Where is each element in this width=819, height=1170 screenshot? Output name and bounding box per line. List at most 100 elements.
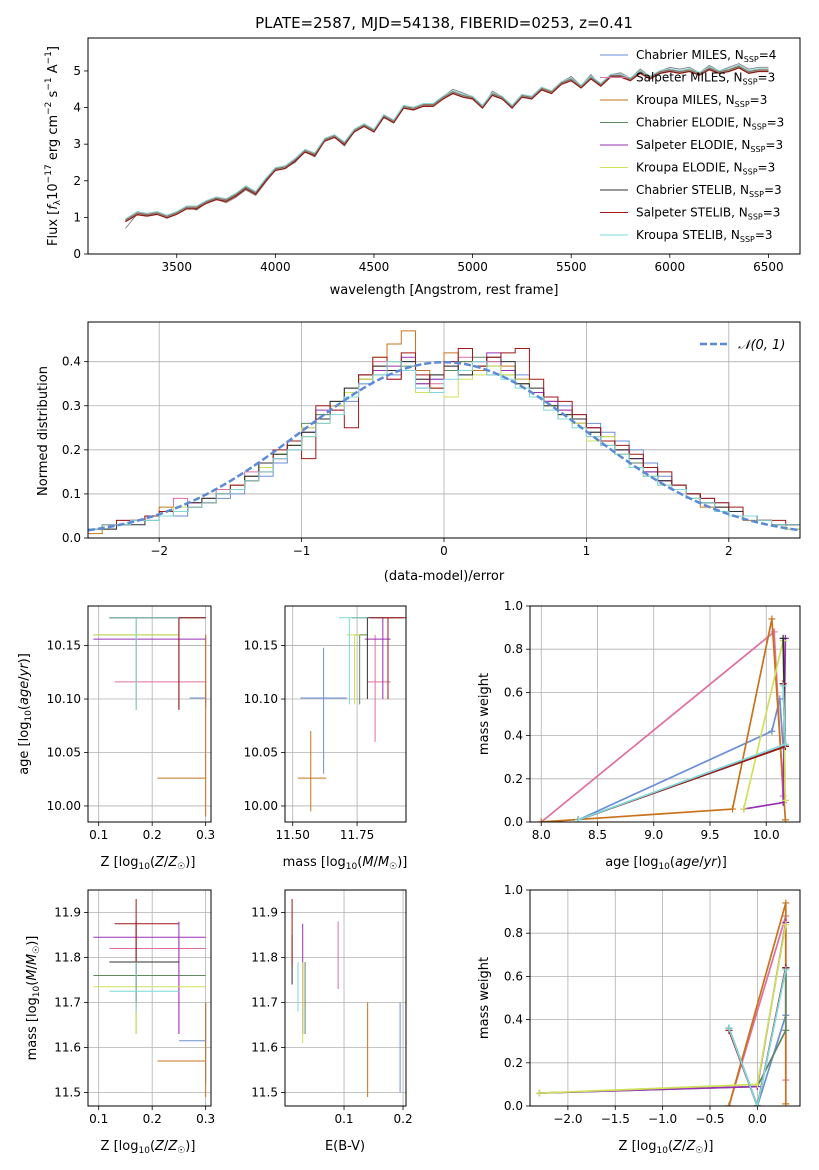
p6-ylabel: mass [log10(M/M☉)]: [25, 936, 42, 1061]
svg-text:Z [log10(Z/Z☉)]: Z [log10(Z/Z☉)]: [619, 1139, 714, 1156]
plot-area: [537, 615, 789, 822]
panel-frame: [87, 889, 212, 1107]
tick-label-x: −2.0: [553, 1112, 582, 1126]
tick-label-x: −1.0: [648, 1112, 677, 1126]
tick-label-y: 1.0: [504, 599, 523, 613]
weight-marker: [753, 1102, 761, 1106]
tick-label-x: 2: [725, 544, 733, 558]
svg-text:Z [log10(Z/Z☉)]: Z [log10(Z/Z☉)]: [101, 855, 196, 872]
panel-3: 11.50 11.75 10.00 10.05 10.10 10.15: [244, 605, 407, 842]
tick-label-y: 0.2: [504, 1056, 523, 1070]
p8-ylabel: mass weight: [477, 957, 492, 1039]
tick-label-y: 10.00: [47, 799, 81, 813]
tick-label-x: 0.1: [334, 1112, 353, 1126]
tick-label-y: 0.0: [504, 1099, 523, 1113]
weight-marker: [782, 1100, 790, 1106]
tick-label-y: 10.15: [244, 639, 278, 653]
tick-label-y: 10.05: [244, 745, 278, 759]
tick-label-y: 0.8: [504, 926, 523, 940]
legend-label: Chabrier ELODIE, NSSP=3: [636, 116, 784, 132]
plot-area: [291, 899, 401, 1097]
weight-marker: [753, 1080, 761, 1088]
chart-title: PLATE=2587, MJD=54138, FIBERID=0253, z=0…: [255, 14, 633, 32]
hist-xlabel: (data-model)/error: [384, 569, 505, 584]
panel-frame: [87, 321, 801, 539]
tick-label-x: 11.50: [276, 828, 310, 842]
plot-area: [93, 899, 207, 1097]
p7-xlabel: E(B-V): [325, 1139, 365, 1154]
tick-label-y: 0.4: [62, 355, 81, 369]
tick-label-x: 4000: [260, 260, 291, 274]
weight-marker: [770, 628, 778, 636]
tick-label-y: 1.0: [504, 883, 523, 897]
tick-label-y: 0.4: [504, 1013, 523, 1027]
plot-area: [93, 617, 207, 817]
tick-label-x: 10.0: [753, 828, 780, 842]
weight-marker: [537, 818, 545, 822]
tick-label-y: 11.6: [54, 1041, 81, 1055]
panel-4: 8.0 8.5 9.0 9.5 10.0 0.0 0.2 0.4 0.6 0.8 1.0: [504, 599, 801, 842]
tick-label-y: 4: [73, 101, 81, 115]
panel-frame: [87, 605, 212, 823]
svg-text:Flux [fλ10−17 erg cm−2 s−1 A−1: Flux [fλ10−17 erg cm−2 s−1 A−1]: [44, 46, 63, 246]
tick-label-y: 11.9: [251, 906, 278, 920]
tick-label-x: 0.3: [196, 1112, 215, 1126]
panel-6: 0.1 0.2 11.5 11.6 11.7 11.8 11.9: [251, 889, 413, 1126]
tick-label-y: 11.7: [251, 996, 278, 1010]
tick-label-y: 1: [73, 210, 81, 224]
tick-label-x: −1.5: [601, 1112, 630, 1126]
panel-5: 0.1 0.2 0.3 11.5 11.6 11.7 11.8 11.9: [54, 889, 215, 1126]
tick-label-y: 0: [73, 247, 81, 261]
weight-marker: [781, 740, 789, 748]
tick-label-y: 0.2: [62, 443, 81, 457]
spectrum-ylabel: Flux [fλ10−17 erg cm−2 s−1 A−1]: [44, 46, 63, 246]
weight-marker: [782, 966, 790, 974]
tick-label-y: 2: [73, 174, 81, 188]
svg-text:mass [log10(M/M☉)]: mass [log10(M/M☉)]: [25, 936, 42, 1061]
tick-label-x: 4500: [359, 260, 390, 274]
weight-marker: [768, 615, 776, 623]
tick-label-x: 0.0: [748, 1112, 767, 1126]
panel-frame: [529, 605, 801, 823]
tick-label-y: 10.15: [47, 639, 81, 653]
legend-label: Chabrier STELIB, NSSP=3: [636, 183, 782, 199]
tick-label-y: 11.8: [54, 951, 81, 965]
legend-label: Salpeter MILES, NSSP=3: [636, 71, 775, 87]
tick-label-y: 11.9: [54, 906, 81, 920]
weight-line: [541, 618, 787, 822]
legend-label: Kroupa ELODIE, NSSP=3: [636, 161, 775, 177]
panel-2: 0.1 0.2 0.3 10.00 10.05 10.10 10.15: [47, 605, 215, 842]
tick-label-x: 0.2: [143, 1112, 162, 1126]
tick-label-y: 0.2: [504, 772, 523, 786]
p3-xlabel: Z [log10(Z/Z☉)]: [101, 855, 196, 872]
plot-area: [125, 63, 769, 229]
tick-label-x: 0: [440, 544, 448, 558]
panel-frame: [87, 37, 801, 255]
p5-ylabel: mass weight: [477, 673, 492, 755]
p5-xlabel: age [log10(age/yr)]: [605, 855, 727, 872]
model-spectrum-line: [125, 64, 769, 220]
panel-7: −2.0 −1.5 −1.0 −0.5 0.0 0.0 0.2 0.4 0.6 0.8 1.0: [504, 883, 801, 1126]
legend-label: Kroupa MILES, NSSP=3: [636, 93, 767, 109]
weight-marker: [768, 727, 776, 735]
weight-marker: [725, 1024, 733, 1032]
tick-label-x: 0.1: [89, 828, 108, 842]
tick-label-x: −2: [150, 544, 168, 558]
plot-area: [88, 330, 800, 538]
weight-marker: [725, 1102, 733, 1106]
tick-label-x: 0.1: [89, 1112, 108, 1126]
weight-marker: [781, 796, 789, 804]
tick-label-x: 9.5: [700, 828, 719, 842]
tick-label-y: 0.0: [62, 531, 81, 545]
weight-marker: [740, 805, 748, 813]
p6-xlabel: Z [log10(Z/Z☉)]: [101, 1139, 196, 1156]
tick-label-y: 0.6: [504, 685, 523, 699]
weight-line: [578, 698, 784, 821]
tick-label-y: 10.00: [244, 799, 278, 813]
panel-1: −2 −1 0 1 2 0.0 0.1 0.2 0.3 0.4 𝒩(0, 1): [62, 321, 801, 558]
weight-line: [728, 969, 787, 1106]
panel-frame: [529, 889, 801, 1107]
tick-label-x: 6000: [655, 260, 686, 274]
tick-label-y: 11.8: [251, 951, 278, 965]
